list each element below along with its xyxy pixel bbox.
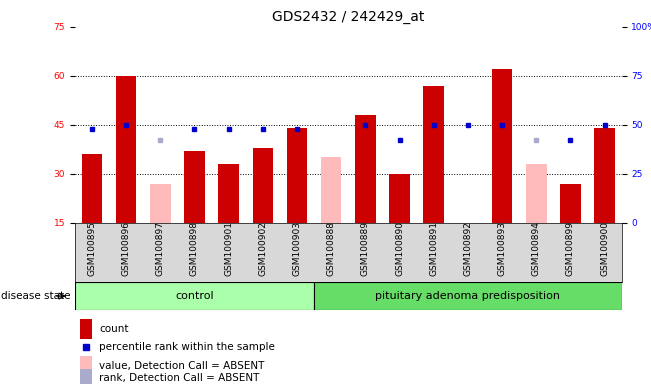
Bar <box>423 86 444 223</box>
Bar <box>492 70 512 223</box>
Bar <box>116 76 137 223</box>
Bar <box>526 164 546 223</box>
Bar <box>560 184 581 223</box>
Bar <box>253 148 273 223</box>
Text: count: count <box>99 324 128 334</box>
Bar <box>184 151 204 223</box>
Bar <box>80 369 92 384</box>
Bar <box>321 157 341 223</box>
Text: rank, Detection Call = ABSENT: rank, Detection Call = ABSENT <box>99 373 259 383</box>
Bar <box>82 154 102 223</box>
Text: value, Detection Call = ABSENT: value, Detection Call = ABSENT <box>99 361 264 371</box>
Bar <box>389 174 409 223</box>
Bar <box>150 184 171 223</box>
Text: disease state: disease state <box>1 291 70 301</box>
Text: GDS2432 / 242429_at: GDS2432 / 242429_at <box>272 10 424 23</box>
Text: pituitary adenoma predisposition: pituitary adenoma predisposition <box>376 291 561 301</box>
Bar <box>355 115 376 223</box>
Bar <box>314 282 622 310</box>
Text: percentile rank within the sample: percentile rank within the sample <box>99 343 275 353</box>
Bar <box>80 356 92 376</box>
Bar <box>80 319 92 339</box>
Bar <box>75 282 314 310</box>
Text: control: control <box>175 291 214 301</box>
Bar <box>219 164 239 223</box>
Bar <box>286 128 307 223</box>
Bar <box>594 128 615 223</box>
